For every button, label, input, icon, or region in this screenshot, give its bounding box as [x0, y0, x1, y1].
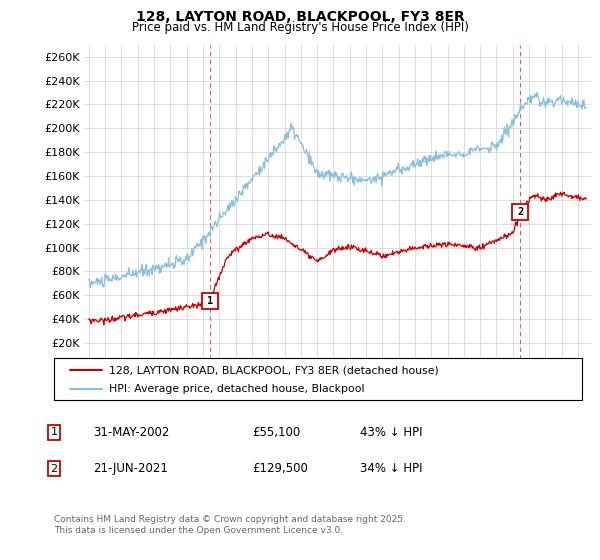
Text: 34% ↓ HPI: 34% ↓ HPI — [360, 462, 422, 475]
Text: 1: 1 — [207, 296, 213, 306]
Text: 128, LAYTON ROAD, BLACKPOOL, FY3 8ER (detached house): 128, LAYTON ROAD, BLACKPOOL, FY3 8ER (de… — [109, 365, 439, 375]
Text: 31-MAY-2002: 31-MAY-2002 — [93, 426, 169, 439]
Text: £129,500: £129,500 — [252, 462, 308, 475]
Text: 43% ↓ HPI: 43% ↓ HPI — [360, 426, 422, 439]
Text: 2: 2 — [50, 464, 58, 474]
Text: 1: 1 — [50, 427, 58, 437]
Text: £55,100: £55,100 — [252, 426, 300, 439]
Text: HPI: Average price, detached house, Blackpool: HPI: Average price, detached house, Blac… — [109, 385, 365, 394]
Text: 2: 2 — [517, 207, 524, 217]
Text: Contains HM Land Registry data © Crown copyright and database right 2025.
This d: Contains HM Land Registry data © Crown c… — [54, 515, 406, 535]
Text: 128, LAYTON ROAD, BLACKPOOL, FY3 8ER: 128, LAYTON ROAD, BLACKPOOL, FY3 8ER — [136, 10, 464, 24]
Text: 21-JUN-2021: 21-JUN-2021 — [93, 462, 168, 475]
Text: Price paid vs. HM Land Registry's House Price Index (HPI): Price paid vs. HM Land Registry's House … — [131, 21, 469, 34]
